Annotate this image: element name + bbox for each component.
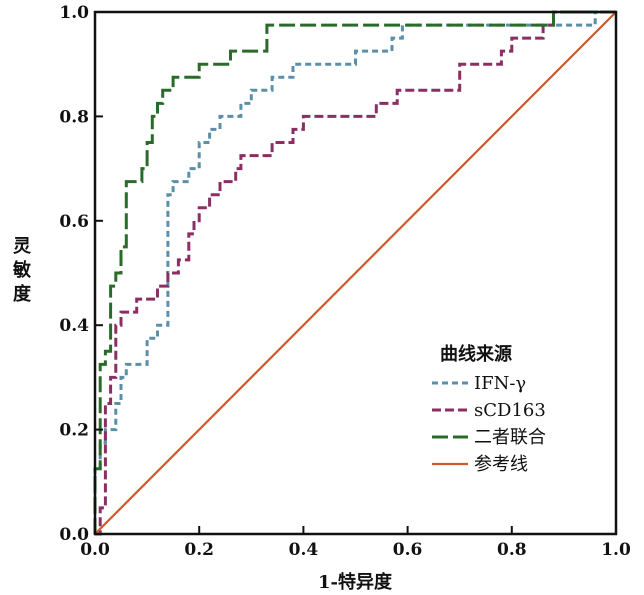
x-tick-label: 0.6 bbox=[393, 540, 423, 560]
y-axis-title: 灵敏度 bbox=[12, 236, 32, 305]
y-axis-title-text: 灵敏度 bbox=[12, 236, 32, 305]
legend-title: 曲线来源 bbox=[440, 343, 512, 365]
y-tick-label: 1.0 bbox=[59, 3, 89, 23]
series-line-1 bbox=[95, 10, 616, 536]
x-tick-label: 0.2 bbox=[184, 540, 214, 560]
series-line-2 bbox=[93, 10, 616, 534]
series-layer bbox=[93, 10, 617, 536]
legend-label-0: IFN-γ bbox=[474, 373, 526, 394]
tick-layer: 0.0 0.2 0.4 0.6 0.8 1.0 0.0 0.2 0.4 0.6 0.8 1.0 bbox=[59, 3, 631, 560]
x-tick-label: 0.8 bbox=[497, 540, 527, 560]
legend-label-2: 二者联合 bbox=[474, 427, 546, 448]
x-axis-title: 1-特异度 bbox=[318, 571, 393, 593]
legend-label-3: 参考线 bbox=[474, 454, 528, 475]
y-tick-label: 0.6 bbox=[59, 212, 89, 232]
series-line-0 bbox=[93, 10, 616, 534]
y-tick-label: 0.0 bbox=[59, 525, 89, 545]
y-tick-label: 0.2 bbox=[59, 421, 89, 441]
y-tick-label: 0.4 bbox=[59, 316, 89, 336]
x-tick-label: 0.0 bbox=[80, 540, 110, 560]
legend-label-1: sCD163 bbox=[474, 400, 546, 421]
x-tick-label: 0.4 bbox=[289, 540, 319, 560]
y-tick-label: 0.8 bbox=[59, 107, 89, 127]
series-line-3 bbox=[94, 11, 617, 535]
x-tick-label: 1.0 bbox=[601, 540, 631, 560]
plot-frame bbox=[93, 10, 618, 536]
